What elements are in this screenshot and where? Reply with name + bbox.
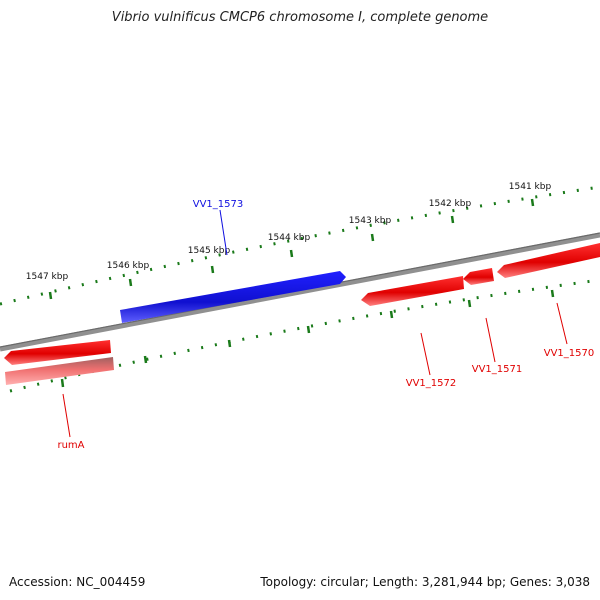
leader-VV1_1573 bbox=[219, 209, 228, 256]
leader-rumA bbox=[62, 393, 71, 438]
gene-arrow-rumA-pseudo[interactable] bbox=[5, 357, 114, 385]
tick-label-1544: 1544 kbp bbox=[268, 233, 311, 243]
gene-arrow-VV1_1573[interactable] bbox=[120, 271, 346, 323]
map-title: Vibrio vulnificus CMCP6 chromosome I, co… bbox=[111, 10, 489, 25]
tick-label-1546: 1546 kbp bbox=[107, 261, 150, 271]
tick-label-1543: 1543 kbp bbox=[349, 216, 392, 226]
genome-backbone bbox=[0, 232, 600, 352]
gene-label-VV1_1571[interactable]: VV1_1571 bbox=[472, 364, 523, 375]
gene-arrow-VV1_1572[interactable] bbox=[361, 276, 464, 306]
leader-VV1_1571 bbox=[485, 317, 496, 363]
gene-label-VV1_1572[interactable]: VV1_1572 bbox=[406, 378, 457, 389]
footer-accession: Accession: NC_004459 bbox=[9, 575, 146, 589]
tick-label-1545: 1545 kbp bbox=[188, 246, 231, 256]
tick-label-1542: 1542 kbp bbox=[429, 199, 472, 209]
outer-major-ticks bbox=[48, 198, 535, 300]
gene-arrow-VV1_1570[interactable] bbox=[497, 243, 600, 278]
gene-label-rumA[interactable]: rumA bbox=[57, 440, 84, 451]
gene-arrow-rumA[interactable] bbox=[4, 340, 111, 365]
leader-VV1_1570 bbox=[556, 302, 568, 345]
tick-label-1547: 1547 kbp bbox=[26, 272, 69, 282]
footer-topology: Topology: circular; Length: 3,281,944 bp… bbox=[260, 575, 590, 589]
leader-VV1_1572 bbox=[420, 332, 431, 376]
inner-major-ticks bbox=[60, 289, 555, 388]
gene-arrow-VV1_1571[interactable] bbox=[463, 268, 494, 285]
gene-label-VV1_1570[interactable]: VV1_1570 bbox=[544, 348, 595, 359]
gene-label-VV1_1573[interactable]: VV1_1573 bbox=[193, 199, 244, 210]
tick-label-1541: 1541 kbp bbox=[509, 182, 552, 192]
